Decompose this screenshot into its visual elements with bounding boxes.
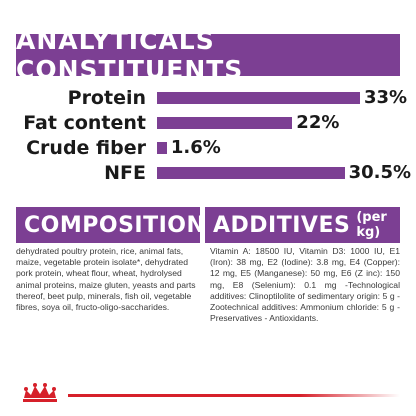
nutrient-bar bbox=[157, 92, 360, 104]
nutrient-label: NFE bbox=[104, 162, 146, 184]
nutrient-label: Protein bbox=[67, 87, 146, 109]
nutrient-value: 33% bbox=[363, 87, 408, 108]
nutrient-value: 22% bbox=[296, 112, 340, 133]
composition-header: COMPOSITION bbox=[16, 207, 205, 243]
additives-title: ADDITIVES bbox=[213, 212, 351, 238]
analytical-constituents-header: ANALYTICALS CONSTITUENTS bbox=[16, 26, 400, 84]
footer-divider-fade bbox=[300, 394, 400, 397]
royal-canin-crown-icon bbox=[12, 381, 68, 405]
nutrient-row-nfe: NFE 30.5% bbox=[0, 160, 416, 186]
nutrient-bar bbox=[157, 117, 293, 129]
analytical-constituents-title: ANALYTICALS CONSTITUENTS bbox=[16, 26, 244, 84]
nutrient-label: Fat content bbox=[23, 112, 146, 134]
nutrient-bar bbox=[157, 167, 345, 179]
nutrient-value: 1.6% bbox=[170, 137, 221, 158]
nutrient-bar bbox=[157, 142, 167, 154]
nutrient-row-protein: Protein 33% bbox=[0, 85, 416, 111]
composition-title: COMPOSITION bbox=[24, 212, 206, 238]
nutrient-label: Crude fiber bbox=[26, 137, 146, 159]
nutrient-value: 30.5% bbox=[348, 162, 412, 183]
additives-text: Vitamin A: 18500 IU, Vitamin D3: 1000 IU… bbox=[210, 246, 400, 324]
nutrient-row-crude-fiber: Crude fiber 1.6% bbox=[0, 135, 416, 161]
additives-header: ADDITIVES (per kg) bbox=[205, 207, 400, 243]
nutrient-row-fat-content: Fat content 22% bbox=[0, 110, 416, 136]
footer-divider bbox=[16, 394, 400, 397]
composition-text: dehydrated poultry protein, rice, animal… bbox=[16, 246, 196, 313]
additives-unit: (per kg) bbox=[356, 210, 387, 240]
